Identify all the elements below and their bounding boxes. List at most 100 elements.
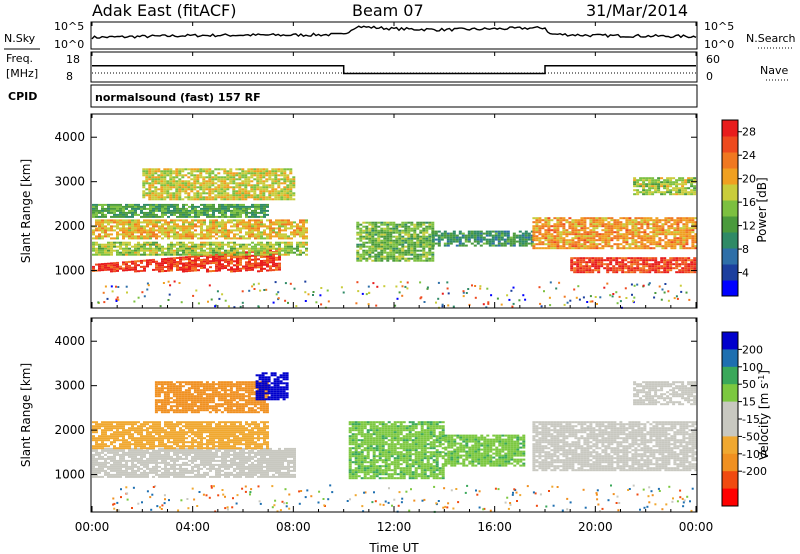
heatmap-cell (203, 253, 206, 256)
heatmap-cell (247, 182, 251, 185)
heatmap-cell (268, 170, 272, 173)
heatmap-cell (281, 223, 284, 226)
heatmap-cell (170, 213, 173, 216)
heatmap-cell (178, 180, 182, 183)
heatmap-cell (428, 237, 432, 240)
heatmap-cell (648, 179, 652, 182)
heatmap-cell (148, 172, 152, 175)
heatmap-cell (631, 231, 635, 234)
heatmap-cell (681, 185, 685, 188)
heatmap-cell (143, 469, 146, 472)
heatmap-cell (173, 219, 176, 222)
heatmap-cell (107, 241, 110, 244)
heatmap-cell (182, 203, 185, 206)
heatmap-cell (155, 449, 158, 452)
heatmap-cell (632, 300, 635, 303)
heatmap-cell (197, 473, 200, 476)
heatmap-cell (500, 236, 504, 239)
heatmap-cell (404, 249, 408, 252)
heatmap-cell (470, 232, 474, 235)
heatmap-cell (371, 233, 375, 236)
heatmap-cell (110, 475, 113, 478)
heatmap-cell (302, 219, 305, 222)
heatmap-cell (687, 267, 691, 270)
heatmap-cell (634, 227, 638, 230)
heatmap-cell (167, 233, 170, 236)
heatmap-cell (172, 180, 176, 183)
heatmap-cell (362, 237, 366, 240)
heatmap-cell (122, 227, 125, 230)
heatmap-cell (691, 227, 695, 230)
heatmap-cell (230, 247, 233, 250)
heatmap-cell (636, 265, 640, 268)
heatmap-cell (170, 241, 173, 244)
heatmap-cell (613, 237, 617, 240)
heatmap-cell (428, 235, 432, 238)
heatmap-cell (259, 190, 263, 193)
heatmap-cell (503, 242, 507, 245)
heatmap-cell (652, 227, 656, 230)
heatmap-cell (486, 287, 489, 290)
heatmap-cell (380, 221, 384, 224)
heatmap-cell (556, 225, 560, 228)
heatmap-cell (497, 244, 501, 247)
heatmap-cell (251, 211, 254, 214)
heatmap-cell (263, 209, 266, 212)
heatmap-cell (631, 233, 635, 236)
heatmap-cell (233, 256, 236, 259)
heatmap-cell (170, 473, 173, 476)
heatmap-cell (251, 254, 254, 257)
heatmap-cell (594, 265, 598, 268)
heatmap-cell (254, 205, 257, 208)
heatmap-cell (562, 233, 566, 236)
heatmap-cell (609, 269, 613, 272)
heatmap-cell (257, 227, 260, 230)
heatmap-cell (199, 192, 203, 195)
heatmap-cell (299, 243, 302, 246)
heatmap-cell (160, 190, 164, 193)
heatmap-cell (290, 251, 293, 254)
heatmap-cell (125, 245, 128, 248)
heatmap-cell (101, 203, 104, 206)
heatmap-cell (203, 260, 206, 263)
heatmap-cell (166, 184, 170, 187)
heatmap-cell (667, 233, 671, 236)
heatmap-cell (194, 245, 197, 248)
heatmap-cell (290, 225, 293, 228)
heatmap-cell (416, 237, 420, 240)
heatmap-cell (146, 229, 149, 232)
heatmap-cell (395, 259, 399, 262)
heatmap-cell (191, 227, 194, 230)
heatmap-cell (131, 235, 134, 238)
heatmap-cell (148, 168, 152, 171)
heatmap-cell (95, 251, 98, 254)
heatmap-cell (185, 237, 188, 240)
heatmap-cell (173, 265, 176, 268)
heatmap-cell (95, 215, 98, 218)
heatmap-cell (289, 172, 293, 175)
heatmap-cell (200, 263, 203, 265)
heatmap-cell (179, 455, 182, 458)
heatmap-cell (490, 294, 493, 297)
heatmap-cell (573, 269, 577, 272)
heatmap-cell (631, 239, 635, 242)
heatmap-cell (601, 229, 605, 232)
heatmap-cell (257, 205, 260, 208)
heatmap-cell (664, 245, 668, 248)
heatmap-cell (512, 302, 515, 305)
heatmap-cell (98, 219, 101, 222)
heatmap-cell (362, 231, 366, 234)
heatmap-cell (559, 221, 563, 224)
heatmap-cell (610, 225, 614, 228)
heatmap-cell (356, 259, 360, 262)
heatmap-cell (633, 259, 637, 262)
heatmap-cell (184, 196, 188, 199)
heatmap-cell (245, 263, 248, 266)
heatmap-cell (151, 198, 155, 201)
heatmap-cell (152, 213, 155, 216)
heatmap-cell (155, 264, 158, 267)
heatmap-cell (690, 261, 694, 264)
heatmap-cell (125, 465, 128, 468)
heatmap-cell (380, 257, 384, 260)
heatmap-cell (220, 180, 224, 183)
